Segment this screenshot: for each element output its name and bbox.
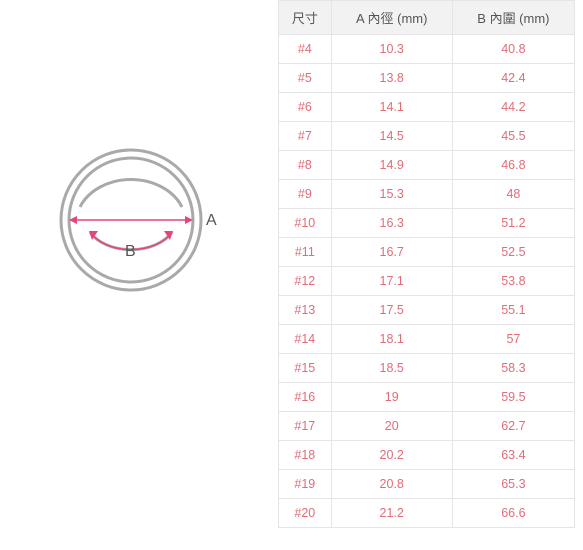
cell: #17 (279, 412, 332, 441)
cell: #13 (279, 296, 332, 325)
label-a: A (206, 212, 217, 229)
table-row: #814.946.8 (279, 151, 575, 180)
label-b: B (125, 243, 136, 260)
ring-diagram: A B (55, 135, 225, 305)
col-header-0: 尺寸 (279, 1, 332, 35)
cell: 17.1 (331, 267, 452, 296)
table-row: #1217.153.8 (279, 267, 575, 296)
cell: #5 (279, 64, 332, 93)
cell: #12 (279, 267, 332, 296)
cell: 15.3 (331, 180, 452, 209)
cell: #10 (279, 209, 332, 238)
table-row: #915.348 (279, 180, 575, 209)
cell: 20 (331, 412, 452, 441)
cell: 58.3 (452, 354, 574, 383)
cell: 55.1 (452, 296, 574, 325)
cell: 65.3 (452, 470, 574, 499)
cell: #4 (279, 35, 332, 64)
col-header-1: A 內徑 (mm) (331, 1, 452, 35)
cell: 63.4 (452, 441, 574, 470)
cell: 57 (452, 325, 574, 354)
cell: 20.8 (331, 470, 452, 499)
cell: 21.2 (331, 499, 452, 528)
cell: 42.4 (452, 64, 574, 93)
cell: #20 (279, 499, 332, 528)
cell: 16.3 (331, 209, 452, 238)
table-row: #714.545.5 (279, 122, 575, 151)
cell: 18.1 (331, 325, 452, 354)
table-row: #1820.263.4 (279, 441, 575, 470)
table-row: #1116.752.5 (279, 238, 575, 267)
table-row: #1016.351.2 (279, 209, 575, 238)
table-row: #1418.157 (279, 325, 575, 354)
table-row: #2021.266.6 (279, 499, 575, 528)
cell: 45.5 (452, 122, 574, 151)
cell: #6 (279, 93, 332, 122)
cell: 10.3 (331, 35, 452, 64)
cell: 51.2 (452, 209, 574, 238)
cell: #19 (279, 470, 332, 499)
diagram-panel: A B (0, 0, 278, 550)
cell: 14.5 (331, 122, 452, 151)
cell: #8 (279, 151, 332, 180)
cell: 44.2 (452, 93, 574, 122)
cell: 16.7 (331, 238, 452, 267)
table-row: #1920.865.3 (279, 470, 575, 499)
cell: 62.7 (452, 412, 574, 441)
cell: 17.5 (331, 296, 452, 325)
cell: 14.9 (331, 151, 452, 180)
cell: 48 (452, 180, 574, 209)
cell: #14 (279, 325, 332, 354)
col-header-2: B 內圍 (mm) (452, 1, 574, 35)
size-table-panel: 尺寸A 內徑 (mm)B 內圍 (mm) #410.340.8#513.842.… (278, 0, 583, 550)
cell: #11 (279, 238, 332, 267)
cell: 66.6 (452, 499, 574, 528)
cell: 20.2 (331, 441, 452, 470)
cell: #15 (279, 354, 332, 383)
cell: 46.8 (452, 151, 574, 180)
table-row: #1317.555.1 (279, 296, 575, 325)
table-row: #513.842.4 (279, 64, 575, 93)
table-row: #1518.558.3 (279, 354, 575, 383)
table-row: #410.340.8 (279, 35, 575, 64)
cell: 14.1 (331, 93, 452, 122)
cell: 59.5 (452, 383, 574, 412)
table-row: #161959.5 (279, 383, 575, 412)
size-table: 尺寸A 內徑 (mm)B 內圍 (mm) #410.340.8#513.842.… (278, 0, 575, 528)
table-row: #614.144.2 (279, 93, 575, 122)
cell: 18.5 (331, 354, 452, 383)
cell: 13.8 (331, 64, 452, 93)
cell: #18 (279, 441, 332, 470)
cell: 53.8 (452, 267, 574, 296)
cell: #9 (279, 180, 332, 209)
cell: 40.8 (452, 35, 574, 64)
cell: 52.5 (452, 238, 574, 267)
table-row: #172062.7 (279, 412, 575, 441)
cell: 19 (331, 383, 452, 412)
cell: #16 (279, 383, 332, 412)
cell: #7 (279, 122, 332, 151)
